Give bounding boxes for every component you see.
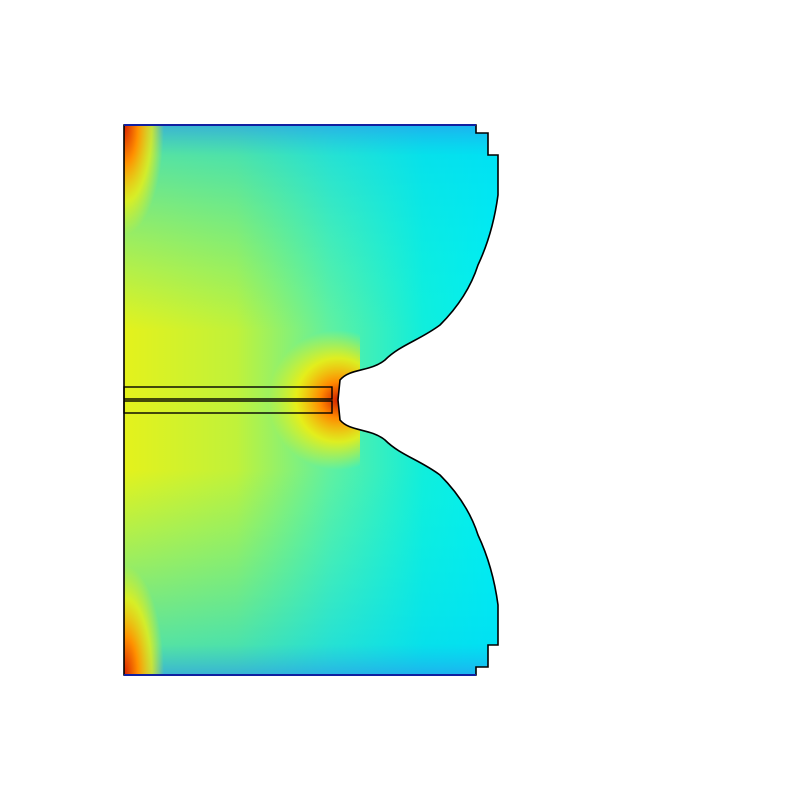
field — [124, 125, 498, 675]
hot-neck — [250, 330, 360, 470]
hot-corner-bottom — [124, 565, 164, 675]
outline — [123, 124, 499, 676]
hot-corner-top — [124, 125, 164, 235]
field-top — [124, 125, 498, 330]
insert-upper — [123, 386, 333, 400]
insert-lower — [123, 400, 333, 414]
field-bottom — [124, 470, 498, 675]
